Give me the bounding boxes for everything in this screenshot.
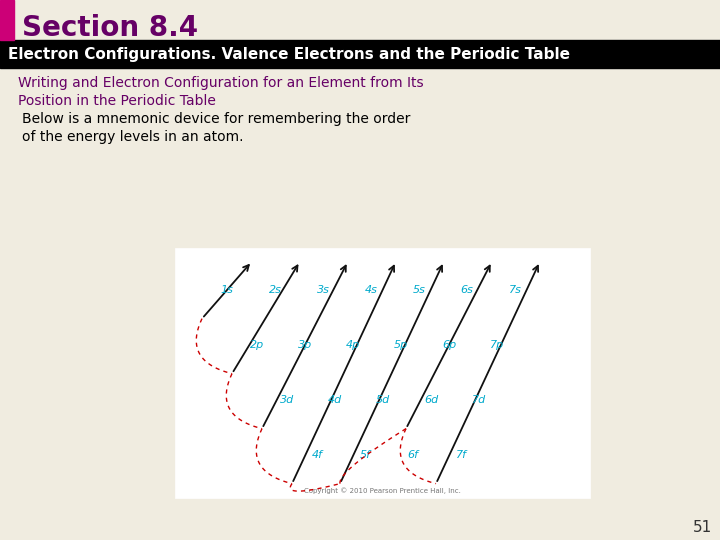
Text: Below is a mnemonic device for remembering the order
of the energy levels in an : Below is a mnemonic device for rememberi…	[22, 112, 410, 144]
Text: 4d: 4d	[328, 395, 342, 405]
Text: Section 8.4: Section 8.4	[22, 14, 198, 42]
Text: 2s: 2s	[269, 285, 282, 295]
Text: 1s: 1s	[220, 285, 233, 295]
Text: 5s: 5s	[413, 285, 426, 295]
Text: 2p: 2p	[250, 340, 264, 350]
Bar	[175, 248, 590, 498]
Text: 7f: 7f	[456, 450, 467, 460]
Text: 4p: 4p	[346, 340, 360, 350]
Text: Electron Configurations. Valence Electrons and the Periodic Table: Electron Configurations. Valence Electro…	[8, 46, 570, 62]
Text: 6f: 6f	[408, 450, 418, 460]
Text: 3s: 3s	[317, 285, 330, 295]
Text: 6d: 6d	[424, 395, 438, 405]
Text: 3d: 3d	[280, 395, 294, 405]
Text: 4f: 4f	[312, 450, 323, 460]
Text: 3p: 3p	[298, 340, 312, 350]
Text: Writing and Electron Configuration for an Element from Its
Position in the Perio: Writing and Electron Configuration for a…	[18, 76, 423, 108]
Bar	[0, 40, 720, 68]
Text: Copyright © 2010 Pearson Prentice Hall, Inc.: Copyright © 2010 Pearson Prentice Hall, …	[304, 488, 461, 494]
Bar	[0, 0, 14, 40]
Text: 6p: 6p	[442, 340, 456, 350]
Text: 4s: 4s	[364, 285, 377, 295]
Text: 6s: 6s	[461, 285, 474, 295]
Text: 51: 51	[693, 521, 713, 536]
Text: 7p: 7p	[490, 340, 504, 350]
Text: 7s: 7s	[508, 285, 521, 295]
Text: 5d: 5d	[376, 395, 390, 405]
Text: 5f: 5f	[359, 450, 371, 460]
Text: 5p: 5p	[394, 340, 408, 350]
Text: 7d: 7d	[472, 395, 486, 405]
